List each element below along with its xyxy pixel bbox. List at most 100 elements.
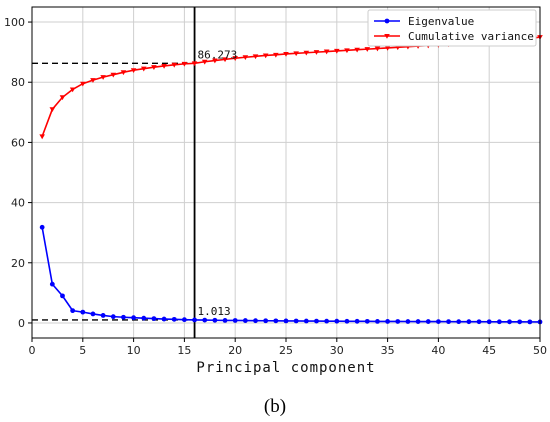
data-point-eigenvalue xyxy=(60,293,65,299)
data-point-eigenvalue xyxy=(334,318,340,324)
data-point-eigenvalue xyxy=(80,309,86,315)
data-point-eigenvalue xyxy=(161,316,167,322)
data-point-eigenvalue xyxy=(293,318,299,324)
data-point-eigenvalue xyxy=(496,319,502,325)
data-point-cumulative-variance xyxy=(39,134,45,140)
data-point-cumulative-variance xyxy=(181,61,188,67)
data-point-cumulative-variance xyxy=(344,48,350,54)
data-point-eigenvalue xyxy=(415,319,421,324)
data-point-cumulative-variance xyxy=(273,52,279,58)
data-point-eigenvalue xyxy=(354,318,360,324)
x-tick-label: 35 xyxy=(381,344,395,357)
x-axis-label: Principal component xyxy=(196,360,375,376)
data-point-eigenvalue xyxy=(212,317,218,323)
data-point-eigenvalue xyxy=(100,313,106,318)
x-tick-label: 15 xyxy=(177,344,191,357)
data-point-cumulative-variance xyxy=(313,50,320,55)
data-point-eigenvalue xyxy=(90,311,96,317)
data-point-cumulative-variance xyxy=(140,66,147,72)
x-tick-label: 50 xyxy=(533,344,547,357)
data-point-eigenvalue xyxy=(49,281,55,287)
legend-box xyxy=(367,9,537,47)
data-point-cumulative-variance xyxy=(323,49,330,55)
data-point-cumulative-variance xyxy=(161,63,167,69)
data-point-cumulative-variance xyxy=(364,47,371,52)
data-point-eigenvalue xyxy=(436,319,441,325)
data-point-eigenvalue xyxy=(385,319,390,324)
data-point-eigenvalue xyxy=(283,318,289,324)
data-point-eigenvalue xyxy=(375,318,380,324)
legend-label: Eigenvalue xyxy=(408,15,474,28)
data-point-cumulative-variance xyxy=(201,59,208,65)
data-point-eigenvalue xyxy=(517,319,523,325)
data-point-cumulative-variance xyxy=(293,51,299,57)
legend: Eigenvalue Cumulative variance xyxy=(367,9,537,47)
data-point-eigenvalue xyxy=(324,318,330,324)
y-tick-label: 0 xyxy=(18,317,25,330)
data-point-eigenvalue xyxy=(466,319,472,325)
y-tick-label: 100 xyxy=(4,16,25,29)
data-point-eigenvalue xyxy=(151,316,157,321)
y-tick-label: 40 xyxy=(11,197,25,210)
x-tick-label: 40 xyxy=(431,344,445,357)
x-tick-label: 45 xyxy=(482,344,496,357)
data-point-eigenvalue xyxy=(121,314,126,320)
data-point-eigenvalue xyxy=(182,317,187,323)
data-point-eigenvalue xyxy=(476,319,482,325)
y-tick-label: 60 xyxy=(11,136,25,149)
data-point-cumulative-variance xyxy=(384,45,391,51)
data-point-eigenvalue xyxy=(344,318,350,324)
annotations: 86.273 1.013 xyxy=(198,48,238,318)
data-point-eigenvalue xyxy=(486,319,492,325)
x-tick-label: 20 xyxy=(228,344,242,357)
data-point-cumulative-variance xyxy=(232,56,238,61)
data-point-eigenvalue xyxy=(456,319,462,325)
data-point-cumulative-variance xyxy=(374,46,381,52)
data-point-cumulative-variance xyxy=(100,75,106,80)
data-point-cumulative-variance xyxy=(283,51,289,57)
x-tick-label: 10 xyxy=(127,344,141,357)
data-point-eigenvalue xyxy=(192,317,197,323)
data-point-eigenvalue xyxy=(232,318,238,323)
data-point-cumulative-variance xyxy=(222,57,228,63)
y-tick-label: 80 xyxy=(11,76,25,89)
data-point-eigenvalue xyxy=(141,315,147,321)
data-point-cumulative-variance xyxy=(120,70,127,76)
data-point-eigenvalue xyxy=(303,318,309,324)
data-point-eigenvalue xyxy=(70,308,76,314)
legend-label: Cumulative variance xyxy=(408,30,534,43)
data-point-eigenvalue xyxy=(364,318,370,324)
annotation-label: 1.013 xyxy=(198,305,231,318)
data-point-cumulative-variance xyxy=(151,65,157,70)
x-tick-label: 5 xyxy=(79,344,86,357)
data-point-cumulative-variance xyxy=(130,68,137,73)
legend-marker xyxy=(384,18,390,24)
data-point-cumulative-variance xyxy=(110,72,117,78)
data-point-cumulative-variance xyxy=(354,47,360,53)
data-point-cumulative-variance xyxy=(212,58,218,64)
data-point-cumulative-variance xyxy=(90,78,96,83)
data-point-cumulative-variance xyxy=(334,48,340,54)
annotation-label: 86.273 xyxy=(198,48,238,61)
data-point-eigenvalue xyxy=(110,314,116,320)
data-point-cumulative-variance xyxy=(171,62,178,68)
legend-marker xyxy=(384,34,390,39)
data-point-eigenvalue xyxy=(202,317,208,323)
y-tick-label: 20 xyxy=(11,257,25,270)
data-point-eigenvalue xyxy=(39,224,45,230)
data-point-cumulative-variance xyxy=(69,87,76,93)
data-point-cumulative-variance xyxy=(252,54,259,60)
data-point-eigenvalue xyxy=(314,318,319,324)
data-point-eigenvalue xyxy=(242,318,248,323)
figure-caption: (b) xyxy=(264,396,286,417)
data-point-cumulative-variance xyxy=(59,95,66,101)
data-point-eigenvalue xyxy=(405,319,411,324)
tick-labels: 0 5 10 15 20 25 30 35 40 45 50 0 20 40 60 80 100 xyxy=(4,16,547,357)
data-point-eigenvalue xyxy=(395,319,401,324)
data-point-cumulative-variance xyxy=(49,107,56,113)
data-point-eigenvalue xyxy=(527,319,533,325)
plot-frame xyxy=(31,6,541,339)
data-point-cumulative-variance xyxy=(191,61,198,67)
data-point-eigenvalue xyxy=(507,319,512,325)
